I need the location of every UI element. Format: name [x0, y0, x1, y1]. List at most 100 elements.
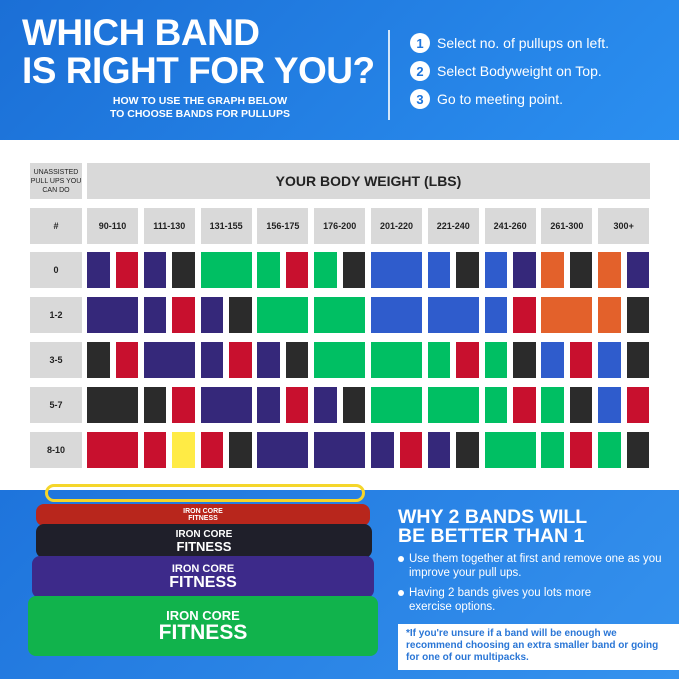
weight-column-header: 90-110 [87, 208, 138, 244]
step-number-badge: 2 [410, 61, 430, 81]
purple-band-block [143, 297, 167, 333]
black-band-block [342, 387, 366, 423]
purple-band: IRON CORE FITNESS [32, 556, 374, 598]
red-band-block [115, 342, 138, 378]
green-band-block [541, 387, 564, 423]
green-band-block [541, 432, 564, 468]
black-band-block [626, 297, 650, 333]
why-heading: WHY 2 BANDS WILL BE BETTER THAN 1 [398, 506, 676, 547]
pullups-row-label: 3-5 [30, 342, 82, 378]
red-band-block [172, 297, 195, 333]
black-band-block [285, 342, 309, 378]
weight-column-header: 176-200 [314, 208, 366, 244]
red-band-block [143, 432, 167, 468]
pullups-row-label: 1-2 [30, 297, 82, 333]
blue-band-block [484, 252, 508, 288]
black-band-block [626, 432, 650, 468]
step-1: 1 Select no. of pullups on left. [410, 33, 609, 53]
purple-band-block [314, 432, 366, 468]
step-2: 2 Select Bodyweight on Top. [410, 61, 602, 81]
purple-band-block [200, 387, 252, 423]
purple-band-block [427, 432, 451, 468]
subtitle-line-1: HOW TO USE THE GRAPH BELOW [112, 95, 288, 107]
purple-band-block [143, 342, 195, 378]
red-band-block [87, 432, 138, 468]
header-banner: WHICH BAND IS RIGHT FOR YOU? HOW TO USE T… [0, 0, 679, 140]
blue-band-block [598, 342, 621, 378]
green-band-block [371, 387, 422, 423]
band-logo-top: IRON CORE [175, 528, 233, 540]
bullet-1: Use them together at first and remove on… [398, 552, 673, 580]
purple-band-block [513, 252, 536, 288]
orange-band-block [598, 252, 621, 288]
green-band-block [200, 252, 252, 288]
weight-column-header: 156-175 [257, 208, 309, 244]
band-logo-top: IRON CORE [166, 608, 240, 623]
red-band-block [285, 252, 309, 288]
page-title: WHICH BAND IS RIGHT FOR YOU? [22, 14, 382, 90]
green-band-block [427, 387, 479, 423]
blue-band-block [371, 252, 422, 288]
red-band-block [285, 387, 309, 423]
red-band-block [172, 387, 195, 423]
band-logo-top: IRON CORE [183, 508, 223, 515]
black-band-block [456, 432, 479, 468]
step-number-badge: 3 [410, 89, 430, 109]
black-band: IRON CORE FITNESS [36, 524, 372, 558]
why-line-2: BE BETTER THAN 1 [398, 525, 585, 547]
yellow-band [45, 484, 365, 502]
weight-column-header: 221-240 [427, 208, 479, 244]
bullet-2: Having 2 bands gives you lots more exerc… [398, 586, 628, 614]
title-line-1: WHICH BAND [22, 12, 260, 53]
purple-band-block [626, 252, 650, 288]
green-band-block [314, 252, 337, 288]
black-band-block [456, 252, 479, 288]
weight-column-header: 131-155 [200, 208, 252, 244]
black-band-block [87, 342, 110, 378]
black-band-block [626, 342, 650, 378]
red-band-block [200, 432, 224, 468]
title-line-2: IS RIGHT FOR YOU? [22, 50, 375, 91]
red-band-block [513, 387, 536, 423]
band-logo-bottom: FITNESS [169, 573, 237, 591]
purple-band-block [371, 432, 394, 468]
red-band-block [569, 432, 593, 468]
blue-band-block [541, 342, 564, 378]
green-band: IRON CORE FITNESS [28, 596, 378, 656]
red-band-block [229, 342, 252, 378]
weight-column-header: 261-300 [541, 208, 593, 244]
orange-band-block [541, 297, 593, 333]
black-band-block [172, 252, 195, 288]
black-band-block [229, 432, 252, 468]
green-band-block [484, 432, 536, 468]
pullups-row-label: 8-10 [30, 432, 82, 468]
purple-band-block [200, 297, 224, 333]
step-text: Select Bodyweight on Top. [437, 63, 602, 79]
purple-band-block [87, 252, 110, 288]
subtitle-line-2: TO CHOOSE BANDS FOR PULLUPS [109, 108, 291, 120]
purple-band-block [143, 252, 167, 288]
band-logo-top: IRON CORE [171, 562, 235, 575]
orange-band-block [598, 297, 621, 333]
black-band-block [513, 342, 536, 378]
red-band-block [569, 342, 593, 378]
step-text: Go to meeting point. [437, 91, 564, 107]
pullups-row-label: 5-7 [30, 387, 82, 423]
yellow-band-block [172, 432, 195, 468]
why-line-1: WHY 2 BANDS WILL [398, 506, 588, 528]
weight-column-header: 300+ [598, 208, 650, 244]
pullups-row-label: 0 [30, 252, 82, 288]
black-band-block [569, 387, 593, 423]
green-band-block [598, 432, 621, 468]
purple-band-block [87, 297, 138, 333]
red-band-block [115, 252, 138, 288]
green-band-block [314, 297, 366, 333]
divider [388, 30, 390, 120]
green-band-block [484, 342, 508, 378]
purple-band-block [257, 387, 280, 423]
band-logo-bottom: FITNESS [158, 621, 248, 644]
red-band-block [626, 387, 650, 423]
step-text: Select no. of pullups on left. [437, 35, 609, 51]
purple-band-block [257, 342, 280, 378]
band-logo-bottom: FITNESS [188, 515, 218, 522]
